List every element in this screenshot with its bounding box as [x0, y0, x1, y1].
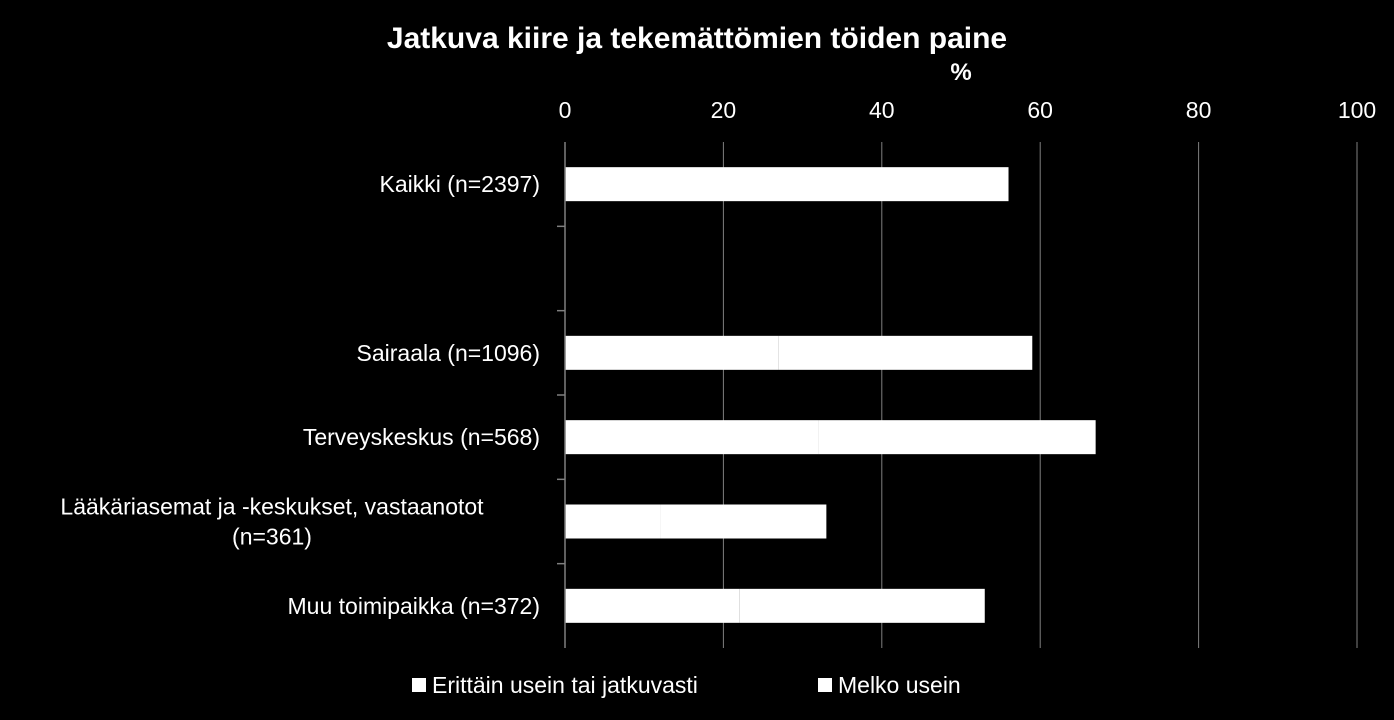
category-labels: Kaikki (n=2397) Sairaala (n=1096) Terveysk…	[60, 171, 540, 619]
x-tick-label: 100	[1338, 97, 1376, 123]
legend: Erittäin usein tai jatkuvasti Melko usein	[412, 672, 961, 698]
x-tick-label: 80	[1186, 97, 1212, 123]
x-tick-label: 40	[869, 97, 895, 123]
bar-segment	[818, 420, 1096, 455]
category-label: (n=361)	[232, 524, 312, 550]
category-label: Lääkäriasemat ja -keskukset, vastaanotot	[60, 494, 484, 520]
category-label: Kaikki (n=2397)	[380, 171, 540, 197]
category-label: Muu toimipaikka (n=372)	[288, 593, 540, 619]
bar-segment	[660, 504, 827, 539]
bars	[565, 167, 1096, 623]
y-axis	[557, 142, 566, 648]
legend-swatch	[818, 678, 832, 692]
bar-segment	[565, 504, 661, 539]
x-axis-label: %	[950, 59, 971, 86]
gridlines	[722, 142, 1358, 648]
bar-segment	[565, 335, 779, 370]
bar-segment	[739, 588, 985, 623]
chart-title: Jatkuva kiire ja tekemättömien töiden pa…	[387, 22, 1007, 55]
x-tick-label: 20	[711, 97, 737, 123]
bar-segment	[565, 588, 740, 623]
bar-segment	[565, 167, 763, 202]
bar-segment	[565, 420, 819, 455]
legend-label: Erittäin usein tai jatkuvasti	[432, 672, 698, 698]
legend-label: Melko usein	[838, 672, 961, 698]
category-label: Sairaala (n=1096)	[357, 340, 540, 366]
bar-segment	[763, 167, 1009, 202]
bar-segment	[778, 335, 1033, 370]
x-tick-label: 60	[1027, 97, 1053, 123]
category-label: Terveyskeskus (n=568)	[303, 424, 540, 450]
x-tick-labels: 0 20 40 60 80 100	[559, 97, 1377, 123]
x-tick-label: 0	[559, 97, 572, 123]
legend-swatch	[412, 678, 426, 692]
